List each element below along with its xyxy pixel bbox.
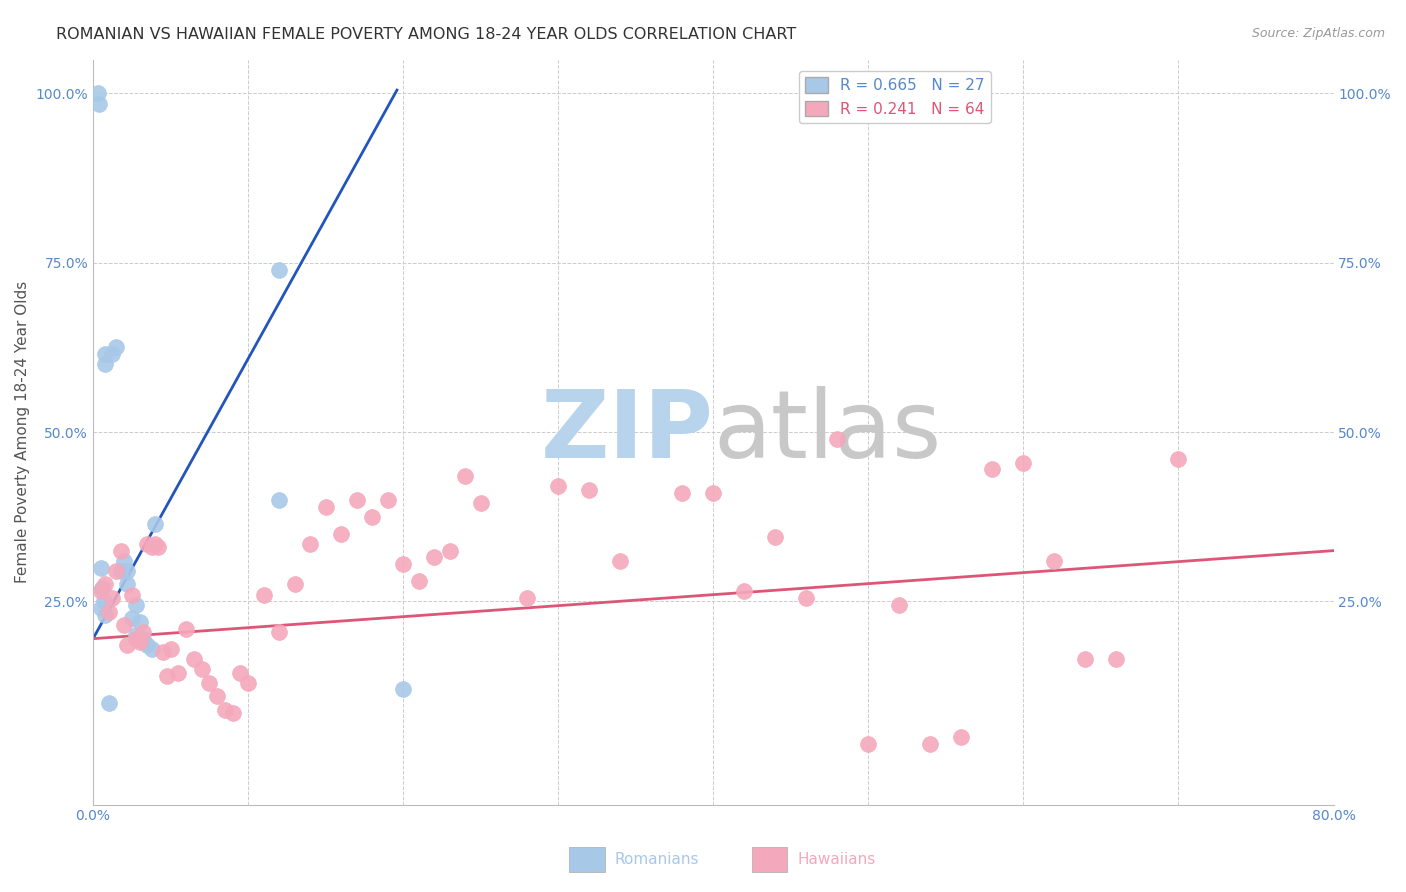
Point (121, 588, 143, 602)
Point (115, 577, 138, 591)
Point (128, 635, 150, 649)
Point (136, 537, 159, 551)
Point (121, 611, 143, 625)
Point (115, 639, 138, 653)
Point (141, 641, 163, 656)
Point (794, 591, 817, 605)
Text: ROMANIAN VS HAWAIIAN FEMALE POVERTY AMONG 18-24 YEAR OLDS CORRELATION CHART: ROMANIAN VS HAWAIIAN FEMALE POVERTY AMON… (56, 27, 796, 42)
Point (284, 577, 307, 591)
Point (90, 584, 112, 599)
Point (920, 737, 942, 751)
Point (131, 632, 153, 646)
Text: Hawaiians: Hawaiians (797, 853, 876, 867)
Point (392, 557, 415, 571)
Point (183, 652, 205, 666)
Point (470, 496, 492, 510)
Point (346, 492, 368, 507)
Point (94, 577, 117, 591)
Point (90, 560, 112, 574)
Point (702, 486, 724, 500)
Point (315, 500, 337, 514)
Point (105, 341, 128, 355)
Point (136, 639, 159, 653)
Text: atlas: atlas (713, 386, 942, 478)
Point (269, 624, 291, 639)
Point (981, 462, 1004, 476)
Point (454, 469, 477, 483)
Point (889, 598, 911, 612)
Point (392, 682, 415, 697)
Point (205, 690, 228, 704)
Point (110, 543, 132, 558)
Point (950, 730, 973, 744)
Point (131, 624, 153, 639)
Point (1105, 652, 1128, 666)
Point (377, 492, 399, 507)
Point (516, 591, 538, 605)
Point (100, 347, 122, 361)
Point (94, 347, 117, 361)
Point (198, 675, 221, 690)
Point (252, 588, 274, 602)
Point (94, 607, 117, 622)
Point (1012, 456, 1035, 470)
Point (141, 541, 163, 555)
Point (97, 605, 120, 619)
Point (361, 509, 384, 524)
Point (97, 696, 120, 710)
Text: Source: ZipAtlas.com: Source: ZipAtlas.com (1251, 27, 1385, 40)
Point (214, 703, 236, 717)
Point (125, 632, 148, 646)
Point (190, 662, 212, 676)
Legend: R = 0.665   N = 27, R = 0.241   N = 64: R = 0.665 N = 27, R = 0.241 N = 64 (799, 71, 991, 123)
Point (115, 564, 138, 578)
Text: Romanians: Romanians (614, 853, 699, 867)
Point (299, 537, 322, 551)
Point (100, 591, 122, 605)
Point (112, 554, 135, 568)
Point (578, 483, 600, 497)
Point (827, 432, 849, 446)
Point (94, 357, 117, 371)
Point (125, 628, 148, 642)
Point (167, 665, 190, 680)
Y-axis label: Female Poverty Among 18-24 Year Olds: Female Poverty Among 18-24 Year Olds (15, 281, 30, 583)
Point (112, 618, 135, 632)
Point (763, 530, 786, 544)
Point (423, 550, 446, 565)
Point (236, 675, 259, 690)
Point (1167, 452, 1189, 467)
Point (152, 645, 174, 659)
Point (269, 492, 291, 507)
Point (1074, 652, 1097, 666)
Point (143, 537, 166, 551)
Point (86, 87, 108, 101)
Text: ZIP: ZIP (540, 386, 713, 478)
Point (110, 564, 132, 578)
Point (330, 526, 353, 541)
Point (91, 581, 114, 595)
Point (547, 479, 569, 493)
Point (90, 601, 112, 615)
Point (1043, 554, 1066, 568)
Point (858, 737, 880, 751)
Point (156, 669, 179, 683)
Point (159, 641, 181, 656)
Point (143, 516, 166, 531)
Point (128, 615, 150, 629)
Point (609, 554, 631, 568)
Point (105, 564, 128, 578)
Point (89, 96, 111, 111)
Point (408, 574, 430, 588)
Point (221, 706, 243, 721)
Point (125, 598, 148, 612)
Point (146, 541, 169, 555)
Point (733, 584, 755, 599)
Point (671, 486, 693, 500)
Point (269, 262, 291, 277)
Point (93, 594, 115, 608)
Point (439, 543, 461, 558)
Point (229, 665, 252, 680)
Point (174, 622, 197, 636)
